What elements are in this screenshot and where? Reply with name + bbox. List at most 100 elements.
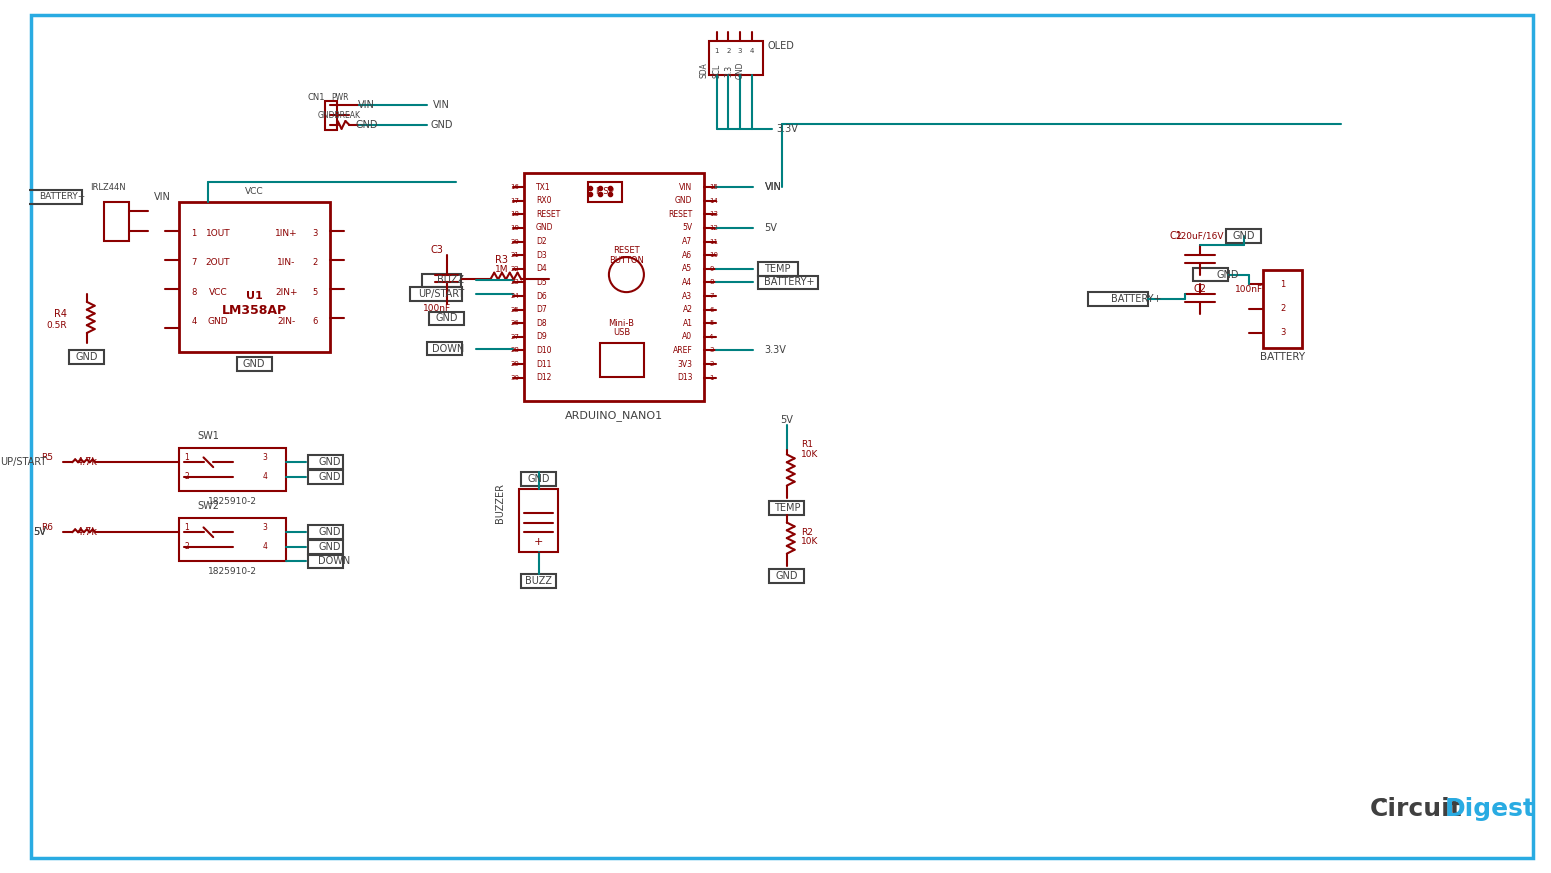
Bar [422,273,461,287]
Text: 1825910-2: 1825910-2 [208,497,257,505]
Text: D6: D6 [537,292,548,300]
Text: SCL: SCL [712,64,721,78]
Text: RX0: RX0 [537,196,552,205]
Text: BATTERY+: BATTERY+ [39,192,85,202]
Text: 1IN+: 1IN+ [275,230,298,238]
Text: D8: D8 [537,319,546,327]
Text: 25: 25 [510,306,520,313]
Text: GND: GND [527,474,551,484]
Text: Mini-B: Mini-B [608,319,634,327]
Text: 1: 1 [1280,280,1286,289]
Text: 15: 15 [709,184,718,190]
Text: RESET: RESET [668,210,692,219]
Bar [588,182,622,202]
Text: 6: 6 [709,306,713,313]
Text: 27: 27 [510,333,520,340]
Text: BUTTON: BUTTON [610,256,644,265]
Bar [180,448,285,491]
Text: VCC: VCC [209,287,228,297]
Text: SDA: SDA [700,63,709,79]
Text: 1825910-2: 1825910-2 [208,567,257,575]
Text: GND: GND [244,359,265,369]
Text: 23: 23 [510,279,520,285]
Text: GND: GND [537,223,554,232]
Text: +: + [534,537,543,547]
Text: 26: 26 [510,320,520,327]
Text: VIN: VIN [433,100,450,111]
Text: A6: A6 [682,251,692,259]
Text: A0: A0 [682,333,692,341]
Text: 1IN-: 1IN- [278,258,295,267]
Text: 18: 18 [510,211,520,217]
Text: GND: GND [735,62,744,79]
Text: 3V3: 3V3 [678,360,692,368]
Text: D7: D7 [537,306,548,314]
Text: 10K: 10K [802,450,819,459]
Text: D12: D12 [537,373,551,382]
Bar [757,262,799,276]
Text: 4: 4 [262,472,267,481]
Text: BUZZ: BUZZ [526,576,552,586]
Bar [326,100,337,130]
Text: -: - [537,546,541,557]
Text: 5: 5 [709,320,713,327]
Text: 4: 4 [749,48,754,54]
Text: GND: GND [436,313,458,323]
Text: GND: GND [318,542,341,552]
Text: D10: D10 [537,346,552,355]
Text: VIN: VIN [765,182,782,192]
Text: USB: USB [613,328,630,338]
Bar [769,501,805,515]
Text: 19: 19 [510,225,520,231]
Text: C2: C2 [1194,285,1207,294]
Text: GND: GND [318,471,341,482]
Text: 16: 16 [510,184,520,190]
Text: 1: 1 [185,453,189,462]
Text: GND: GND [431,120,453,130]
Text: AREF: AREF [673,346,692,355]
Text: 1: 1 [715,48,720,54]
Text: 7: 7 [709,293,713,299]
Bar [521,574,557,588]
Text: BUZZ: BUZZ [437,276,464,285]
Text: 10K: 10K [802,538,819,546]
Text: 14: 14 [709,198,718,203]
Text: GND: GND [318,527,341,537]
Text: 5V: 5V [33,527,47,537]
Text: ARDUINO_NANO1: ARDUINO_NANO1 [565,410,662,421]
Text: 21: 21 [510,252,520,258]
Text: 2: 2 [1280,304,1286,313]
Text: 100nF: 100nF [1235,285,1263,293]
Text: GND: GND [675,196,692,205]
Text: DOWN: DOWN [431,343,464,354]
Text: PWR: PWR [330,93,349,102]
Text: 5V: 5V [765,223,777,233]
Text: 3: 3 [738,48,743,54]
Text: 28: 28 [510,347,520,354]
Text: TEMP: TEMP [774,503,800,513]
Text: VIN: VIN [765,182,782,192]
Text: 5V: 5V [780,416,793,425]
Text: R6: R6 [40,523,53,532]
Bar [0,456,25,469]
Text: 5V: 5V [682,223,692,232]
Text: 2: 2 [185,542,189,552]
Text: 100nF: 100nF [423,304,451,313]
Text: C1: C1 [1169,230,1182,241]
Text: LM358AP: LM358AP [222,304,287,317]
Text: 29: 29 [510,361,520,367]
Text: UP/START: UP/START [417,289,464,299]
Text: GND: GND [355,120,378,130]
Text: SW2: SW2 [197,501,219,511]
Text: D5: D5 [537,278,548,287]
Text: D3: D3 [537,251,548,259]
Bar [1089,292,1148,306]
Text: 2: 2 [185,472,189,481]
Text: 1OUT: 1OUT [206,230,231,238]
Text: 2IN-: 2IN- [278,317,295,326]
Text: GND: GND [1216,270,1239,279]
Bar [307,526,343,539]
Text: VIN: VIN [358,100,375,111]
Text: RESET: RESET [613,246,639,255]
Bar [427,341,462,355]
